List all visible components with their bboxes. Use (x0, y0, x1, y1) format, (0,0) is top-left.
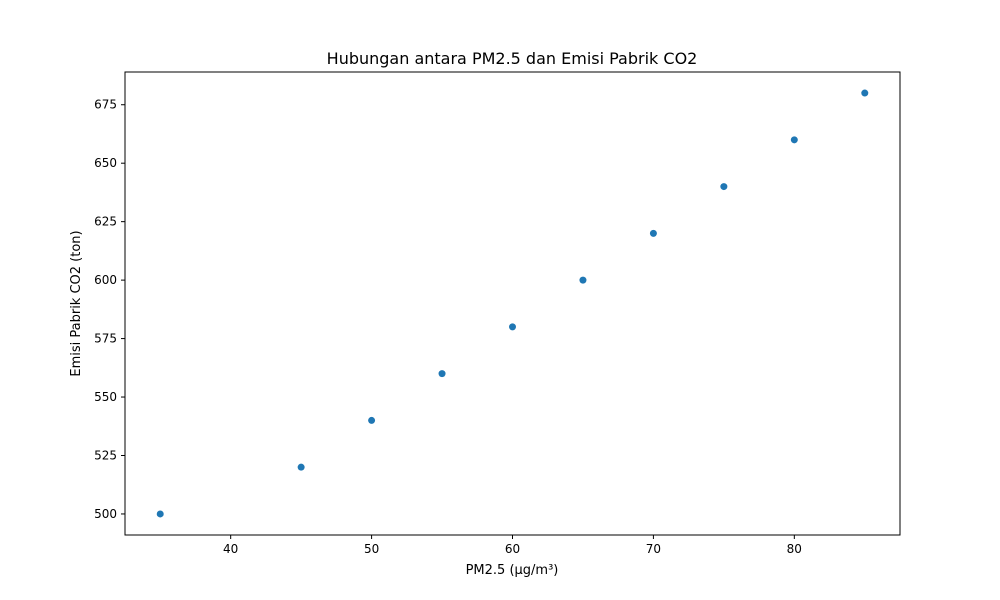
data-points (156, 89, 869, 518)
y-tick-label: 575 (94, 332, 117, 346)
x-tick-label: 40 (223, 542, 238, 556)
data-point (720, 183, 728, 191)
y-tick-label: 500 (94, 507, 117, 521)
x-tick-label: 50 (364, 542, 379, 556)
data-point (438, 370, 446, 378)
x-tick-label: 70 (646, 542, 661, 556)
plot-area (124, 71, 901, 536)
y-tick-label: 625 (94, 215, 117, 229)
y-tick-label: 675 (94, 98, 117, 112)
data-point (368, 416, 376, 424)
data-point (649, 229, 657, 237)
y-tick-label: 600 (94, 273, 117, 287)
y-axis-label: Emisi Pabrik CO2 (ton) (69, 230, 84, 376)
data-point (790, 136, 798, 144)
x-tick-label: 60 (505, 542, 520, 556)
data-point (861, 89, 869, 97)
x-axis: 40 50 60 70 80 (223, 535, 802, 556)
x-axis-label: PM2.5 (µg/m³) (466, 563, 559, 578)
data-point (297, 463, 305, 471)
y-tick-label: 525 (94, 448, 117, 462)
data-point (509, 323, 516, 331)
y-tick-label: 550 (94, 390, 117, 404)
x-tick-label: 80 (787, 542, 802, 556)
chart-title: Hubungan antara PM2.5 dan Emisi Pabrik C… (327, 49, 698, 68)
data-point (156, 510, 164, 518)
y-axis: 500 525 550 575 600 625 650 675 (94, 98, 125, 521)
data-point (579, 276, 587, 284)
y-tick-label: 650 (94, 156, 117, 170)
